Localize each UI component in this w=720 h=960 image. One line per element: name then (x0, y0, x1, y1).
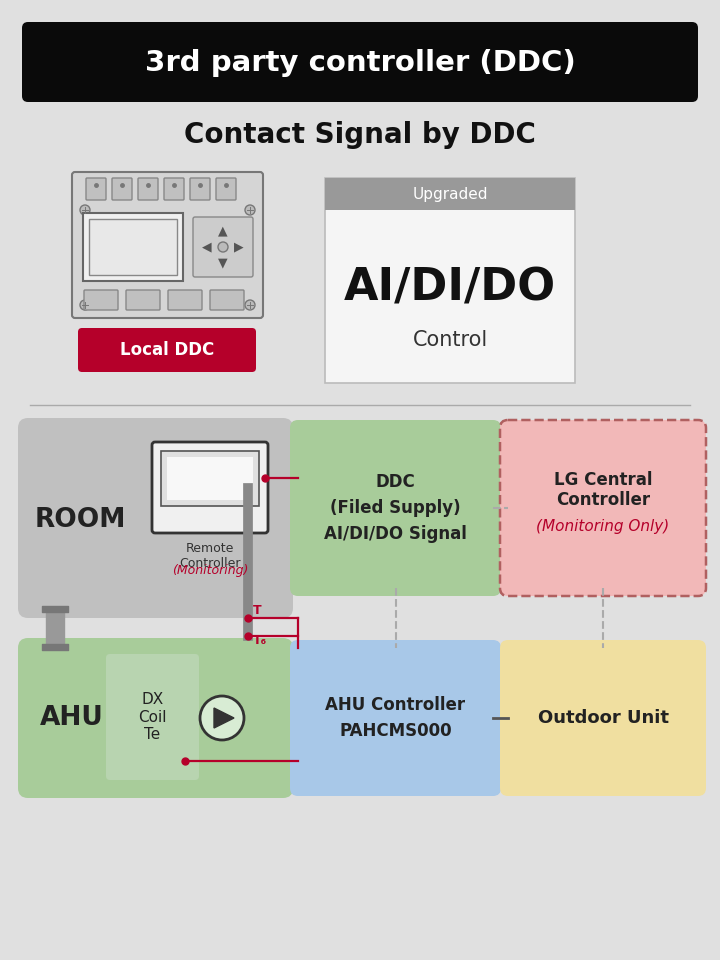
Text: Contact Signal by DDC: Contact Signal by DDC (184, 121, 536, 149)
FancyBboxPatch shape (106, 654, 199, 780)
FancyBboxPatch shape (190, 178, 210, 200)
Text: ▶: ▶ (234, 241, 244, 253)
FancyBboxPatch shape (18, 638, 293, 798)
FancyBboxPatch shape (216, 178, 236, 200)
Circle shape (200, 696, 244, 740)
Text: ▼: ▼ (218, 256, 228, 270)
FancyBboxPatch shape (112, 178, 132, 200)
Text: AI/DI/DO: AI/DI/DO (344, 267, 556, 309)
Text: 3rd party controller (DDC): 3rd party controller (DDC) (145, 49, 575, 77)
FancyBboxPatch shape (290, 640, 501, 796)
FancyBboxPatch shape (78, 328, 256, 372)
FancyBboxPatch shape (500, 420, 706, 596)
FancyBboxPatch shape (84, 290, 118, 310)
FancyBboxPatch shape (126, 290, 160, 310)
Text: AHU: AHU (40, 705, 104, 731)
Polygon shape (214, 708, 234, 728)
FancyBboxPatch shape (22, 22, 698, 102)
Circle shape (245, 205, 255, 215)
Text: AHU Controller
PAHCMS000: AHU Controller PAHCMS000 (325, 697, 466, 739)
FancyBboxPatch shape (138, 178, 158, 200)
Text: DX
Coil
Te: DX Coil Te (138, 692, 167, 742)
Text: DDC
(Filed Supply)
AI/DI/DO Signal: DDC (Filed Supply) AI/DI/DO Signal (324, 472, 467, 543)
FancyBboxPatch shape (161, 451, 259, 506)
Circle shape (245, 300, 255, 310)
FancyBboxPatch shape (89, 219, 177, 275)
FancyBboxPatch shape (500, 640, 706, 796)
Text: Upgraded: Upgraded (413, 186, 487, 202)
Text: (Monitoring): (Monitoring) (172, 564, 248, 577)
FancyBboxPatch shape (83, 213, 183, 281)
FancyBboxPatch shape (325, 178, 575, 210)
Text: T₆: T₆ (253, 635, 267, 647)
FancyBboxPatch shape (193, 217, 253, 277)
Circle shape (218, 242, 228, 252)
Text: ▲: ▲ (218, 225, 228, 237)
FancyBboxPatch shape (210, 290, 244, 310)
Text: LG Central
Controller: LG Central Controller (554, 470, 652, 510)
FancyBboxPatch shape (167, 457, 253, 500)
Text: Control: Control (413, 330, 487, 350)
FancyBboxPatch shape (290, 420, 501, 596)
Text: ◀: ◀ (202, 241, 212, 253)
Text: Outdoor Unit: Outdoor Unit (538, 709, 668, 727)
FancyBboxPatch shape (18, 418, 293, 618)
Text: ROOM: ROOM (35, 507, 126, 533)
FancyBboxPatch shape (164, 178, 184, 200)
FancyBboxPatch shape (72, 172, 263, 318)
FancyBboxPatch shape (325, 178, 575, 383)
FancyBboxPatch shape (152, 442, 268, 533)
FancyBboxPatch shape (168, 290, 202, 310)
FancyBboxPatch shape (86, 178, 106, 200)
Circle shape (80, 205, 90, 215)
Text: T: T (253, 605, 261, 617)
Text: Remote
Controller: Remote Controller (179, 542, 240, 570)
Text: (Monitoring Only): (Monitoring Only) (536, 518, 670, 534)
Circle shape (80, 300, 90, 310)
Text: Local DDC: Local DDC (120, 341, 214, 359)
